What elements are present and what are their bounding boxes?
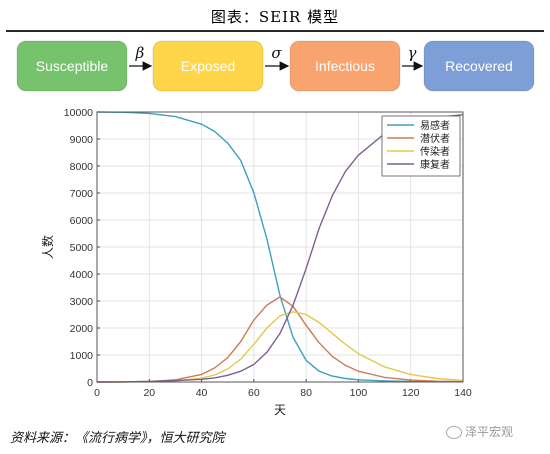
- chart-title: 图表：SEIR 模型: [210, 8, 340, 26]
- y-axis-label: 人数: [40, 235, 55, 259]
- x-tick-label: 140: [454, 387, 472, 399]
- y-tick-label: 10000: [64, 107, 93, 119]
- wechat-icon: [446, 426, 462, 439]
- series-line-4: [96, 114, 464, 383]
- legend-label-1: 易感者: [420, 119, 450, 132]
- watermark: 泽平宏观: [446, 423, 513, 440]
- y-tick-label: 1000: [70, 350, 94, 362]
- series-line-2: [96, 296, 464, 383]
- legend-label-4: 康复者: [420, 158, 450, 171]
- x-axis-label: 天: [274, 403, 286, 417]
- seir-flow-diagram: Susceptible Exposed Infectious Recovered β σ γ: [16, 40, 535, 92]
- x-tick-label: 100: [350, 387, 368, 399]
- x-tick-label: 60: [248, 387, 260, 399]
- legend-box: [381, 115, 461, 177]
- stage-label-exposed: Exposed: [181, 58, 235, 74]
- y-tick-label: 9000: [70, 134, 94, 146]
- stage-box-infectious: [289, 40, 401, 92]
- y-tick-label: 5000: [70, 242, 94, 254]
- seir-line-chart: 0 20 40 60 80 100 120 140 0 1000 2000 3000 4000 5000 6…: [40, 107, 472, 417]
- y-tick-label: 4000: [70, 269, 94, 281]
- stage-label-recovered: Recovered: [445, 58, 513, 74]
- y-tick-label: 0: [87, 377, 93, 389]
- stage-box-recovered: [423, 40, 535, 92]
- stage-label-infectious: Infectious: [315, 58, 375, 74]
- stage-box-susceptible: [16, 40, 128, 92]
- x-tick-label: 0: [94, 387, 100, 399]
- y-tick-label: 7000: [70, 188, 94, 200]
- y-tick-label: 3000: [70, 296, 94, 308]
- y-tick-label: 6000: [70, 215, 94, 227]
- title-divider: [6, 30, 544, 32]
- legend-label-3: 传染者: [420, 145, 450, 158]
- transition-rate-1: β: [135, 44, 145, 62]
- plot-frame: [96, 111, 464, 383]
- stage-label-susceptible: Susceptible: [36, 58, 109, 74]
- transition-rate-3: γ: [408, 44, 417, 62]
- x-tick-label: 80: [300, 387, 312, 399]
- x-tick-label: 20: [143, 387, 155, 399]
- transition-rate-2: σ: [271, 44, 282, 62]
- stage-box-exposed: [152, 40, 264, 92]
- legend-label-2: 潜伏者: [420, 132, 450, 145]
- y-tick-label: 2000: [70, 323, 94, 335]
- series-line-1: [96, 111, 464, 383]
- source-note: 资料来源：《流行病学》，恒大研究院: [10, 431, 225, 446]
- watermark-text: 泽平宏观: [465, 425, 514, 439]
- y-tick-label: 8000: [70, 161, 94, 173]
- x-tick-label: 120: [402, 387, 420, 399]
- x-tick-label: 40: [196, 387, 208, 399]
